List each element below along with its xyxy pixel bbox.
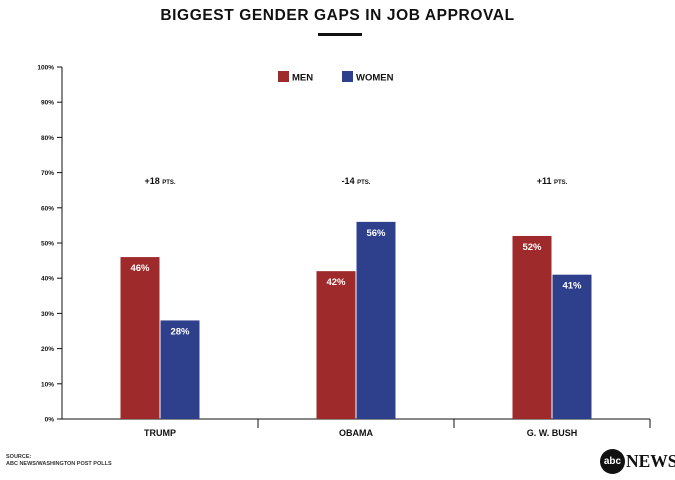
chart-title: BIGGEST GENDER GAPS IN JOB APPROVAL <box>160 7 515 24</box>
gap-value: -14 <box>342 176 358 186</box>
source-text: ABC NEWS/WASHINGTON POST POLLS <box>6 461 112 467</box>
category-label: TRUMP <box>144 428 176 438</box>
gap-annotation: -14 PTS. <box>342 176 371 186</box>
abc-news-logo: abc NEWS <box>600 448 675 474</box>
bar-men-2 <box>512 235 552 419</box>
bar-value-label: 56% <box>366 228 386 239</box>
y-tick-label: 80% <box>41 135 54 142</box>
y-tick-label: 60% <box>41 205 54 212</box>
title-rule <box>318 33 362 36</box>
legend-swatch-men <box>278 71 289 82</box>
bar-men-1 <box>316 271 356 419</box>
bar-value-label: 46% <box>130 263 150 274</box>
y-tick-label: 70% <box>41 170 54 177</box>
gap-annotation: +11 PTS. <box>537 176 568 186</box>
abc-logo-mark: abc <box>600 448 625 474</box>
category-label: G. W. BUSH <box>527 428 578 438</box>
gap-unit: PTS. <box>357 180 371 186</box>
y-tick-label: 50% <box>41 241 54 248</box>
y-tick-label: 20% <box>41 346 54 353</box>
bar-value-label: 41% <box>562 281 582 292</box>
bar-value-label: 28% <box>170 326 190 337</box>
y-tick-label: 100% <box>37 65 54 72</box>
gap-unit: PTS. <box>162 180 176 186</box>
abc-logo-text: NEWS <box>626 450 675 471</box>
gap-annotation: +18 PTS. <box>144 176 175 186</box>
gap-unit: PTS. <box>554 180 568 186</box>
bar-women-1 <box>356 221 396 419</box>
legend-swatch-women <box>342 71 353 82</box>
bar-women-2 <box>552 274 592 419</box>
bar-men-0 <box>120 257 160 419</box>
bar-value-label: 52% <box>522 242 542 253</box>
y-tick-label: 0% <box>45 417 55 424</box>
gap-value: +11 <box>537 176 554 186</box>
bar-value-label: 42% <box>326 277 346 288</box>
legend-label-men: MEN <box>292 73 313 84</box>
y-tick-label: 90% <box>41 100 54 107</box>
legend-label-women: WOMEN <box>356 73 394 84</box>
y-tick-label: 30% <box>41 311 54 318</box>
bar-women-0 <box>160 320 200 419</box>
source-label: SOURCE: <box>6 454 32 460</box>
category-label: OBAMA <box>339 428 373 438</box>
source-note: SOURCE: ABC NEWS/WASHINGTON POST POLLS <box>6 454 112 468</box>
gap-value: +18 <box>144 176 162 186</box>
y-tick-label: 10% <box>41 381 54 388</box>
y-tick-label: 40% <box>41 276 54 283</box>
